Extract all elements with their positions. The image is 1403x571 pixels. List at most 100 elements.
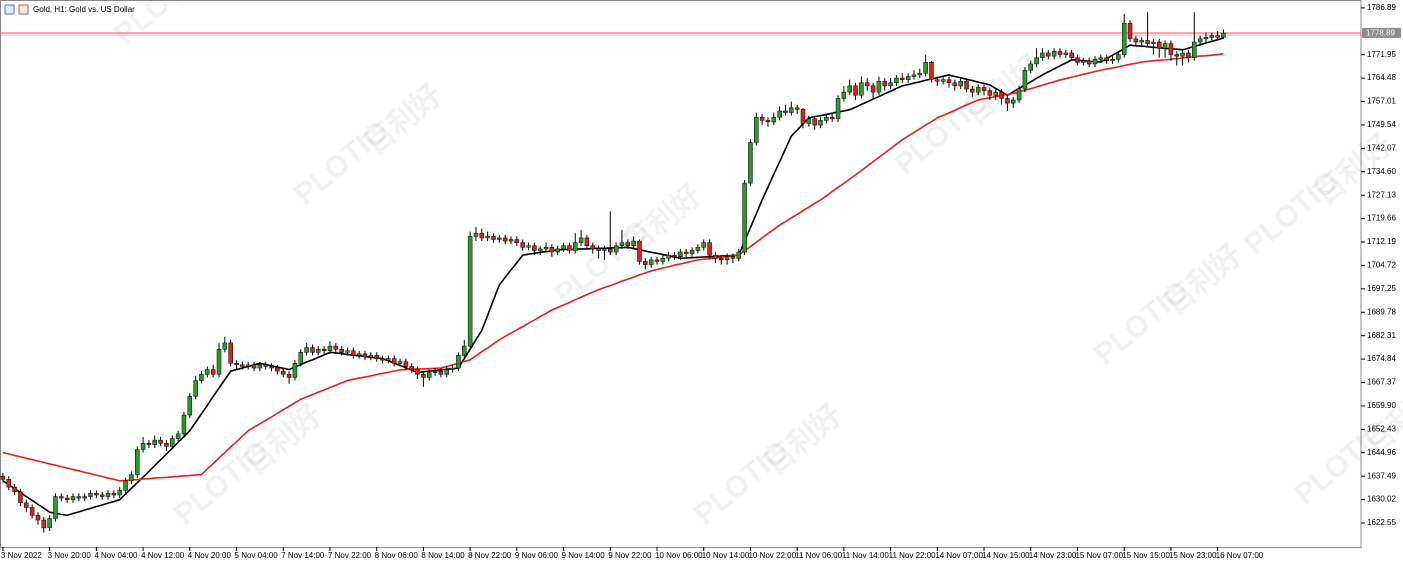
candle-body: [1215, 35, 1220, 38]
candle-body: [537, 248, 543, 251]
candle-body: [1040, 52, 1045, 58]
candle-body: [321, 348, 327, 352]
x-tick-label: 11 Nov 22:00: [889, 551, 937, 560]
candle-body: [286, 374, 292, 378]
x-tick-label: 4 Nov 04:00: [94, 551, 138, 560]
candle-body: [193, 380, 198, 397]
candle-body: [1145, 40, 1150, 44]
x-tick-label: 7 Nov 22:00: [328, 551, 372, 560]
candle-body: [438, 370, 444, 375]
candle-body: [18, 491, 23, 504]
y-tick-label: 1749.54: [1367, 120, 1396, 129]
candle-body: [485, 236, 490, 239]
y-tick-label: 1644.96: [1367, 448, 1396, 457]
candle-body: [351, 350, 356, 356]
candle-body: [1139, 40, 1144, 43]
candle-body: [35, 515, 41, 521]
y-tick-label: 1682.31: [1367, 331, 1396, 340]
candle-body: [450, 367, 455, 370]
x-tick-label: 8 Nov 06:00: [375, 551, 419, 560]
candle-body: [467, 236, 473, 347]
candle-body: [251, 364, 257, 369]
candle-body: [1063, 52, 1069, 55]
x-tick-label: 5 Nov 04:00: [235, 551, 279, 560]
candle-body: [473, 232, 479, 237]
candle-body: [742, 182, 747, 253]
y-tick-label: 1659.90: [1367, 401, 1396, 410]
candle-body: [754, 116, 759, 143]
candle-body: [520, 242, 525, 248]
x-tick-label: 9 Nov 14:00: [562, 551, 606, 560]
candle-body: [240, 364, 245, 367]
candle-body: [1151, 41, 1156, 44]
candle-body: [117, 490, 122, 496]
candle-body: [432, 370, 438, 373]
x-tick-label: 11 Nov 06:00: [795, 551, 843, 560]
candle-body: [1174, 54, 1180, 57]
candle-body: [479, 232, 485, 239]
candle-body: [380, 358, 385, 361]
y-tick-label: 1652.43: [1367, 424, 1396, 433]
candle-body: [47, 518, 52, 529]
candle-body: [777, 110, 782, 118]
x-tick-label: 7 Nov 14:00: [281, 551, 325, 560]
candle-body: [759, 116, 765, 121]
candle-body: [1098, 57, 1104, 60]
candle-body: [210, 369, 216, 375]
x-tick-label: 11 Nov 14:00: [842, 551, 890, 560]
candle-body: [234, 363, 239, 366]
candle-body: [946, 79, 952, 84]
candle-body: [859, 82, 864, 96]
candle-body: [549, 247, 555, 253]
candle-body: [362, 353, 368, 358]
candle-body: [1209, 35, 1215, 38]
candle-body: [637, 240, 642, 262]
x-tick-label: 14 Nov 15:00: [982, 551, 1030, 560]
candle-body: [105, 493, 111, 497]
candle-body: [654, 259, 660, 262]
candle-body: [911, 74, 917, 77]
candle-body: [158, 439, 163, 444]
candle-body: [1081, 60, 1086, 63]
candle-body: [53, 496, 58, 519]
candle-body: [999, 91, 1004, 99]
candle-body: [789, 107, 794, 113]
candle-body: [1203, 37, 1209, 40]
y-tick-label: 1771.95: [1367, 50, 1396, 59]
candle-body: [199, 374, 204, 381]
candle-body: [619, 242, 625, 247]
ma-line: [2, 37, 1224, 517]
y-tick-label: 1734.60: [1367, 167, 1396, 176]
candle-body: [631, 240, 636, 247]
candle-body: [298, 352, 304, 364]
candle-body: [543, 247, 549, 250]
candle-body: [958, 80, 963, 87]
candle-body: [900, 77, 905, 80]
candle-body: [426, 372, 432, 378]
candle-body: [526, 245, 531, 248]
candle-body: [222, 342, 228, 350]
candle-body: [386, 358, 391, 361]
plot-frame: [0, 0, 1362, 548]
candle-body: [514, 239, 520, 243]
candle-body: [205, 369, 210, 375]
candle-body: [41, 519, 47, 529]
candle-body: [596, 248, 601, 251]
candle-body: [935, 79, 940, 82]
symbol-icon: [4, 4, 29, 15]
candle-body: [1069, 52, 1074, 58]
candle-body: [421, 374, 426, 378]
candle-body: [970, 88, 975, 93]
candle-body: [1005, 98, 1010, 104]
candle-body: [1010, 99, 1016, 104]
candle-body: [368, 355, 374, 358]
candle-body: [462, 345, 467, 356]
candle-body: [771, 116, 777, 123]
candle-body: [508, 239, 514, 242]
candle-body: [76, 496, 82, 499]
candle-body: [170, 438, 175, 447]
candle-body: [695, 247, 701, 251]
candle-body: [152, 439, 158, 446]
candle-body: [917, 73, 923, 76]
candle-body: [1057, 51, 1063, 55]
